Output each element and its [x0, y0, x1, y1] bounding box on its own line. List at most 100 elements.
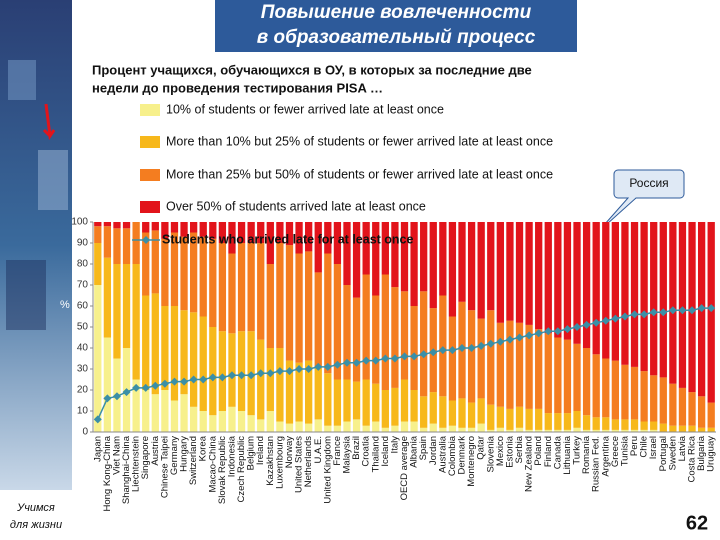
x-tick-label: Latvia	[677, 435, 688, 461]
line-marker	[678, 306, 687, 315]
bar-segment	[372, 222, 380, 296]
bar-segment	[563, 429, 572, 432]
legend-swatch	[140, 136, 160, 148]
x-tick-label: Indonesia	[226, 435, 237, 477]
y-tick-label: 60	[77, 301, 89, 312]
bar-segment	[650, 222, 658, 376]
bar-segment	[94, 222, 102, 227]
x-tick-label: Iceland	[380, 436, 391, 467]
line-marker	[582, 320, 591, 329]
bar-segment	[352, 381, 361, 420]
bar-segment	[535, 222, 543, 330]
bar-segment	[103, 257, 112, 338]
bar-segment	[381, 274, 389, 390]
x-tick-label: Viet Nam	[111, 436, 122, 475]
subtitle: Процент учащихся, обучающихся в ОУ, в ко…	[92, 62, 532, 77]
bar-segment	[467, 310, 476, 403]
line-marker	[688, 306, 697, 315]
bar-segment	[525, 408, 533, 430]
bar-segment	[458, 427, 466, 432]
bar-segment	[659, 423, 667, 432]
legend-label: 10% of students or fewer arrived late at…	[166, 102, 444, 116]
bar-segment	[362, 222, 370, 275]
line-marker	[122, 388, 131, 397]
bar-segment	[697, 396, 706, 428]
bar-segment	[525, 324, 533, 409]
bar-segment	[209, 238, 217, 327]
line-marker	[112, 392, 121, 401]
x-tick-label: Norway	[284, 436, 295, 468]
bar-segment	[515, 222, 524, 323]
bar-segment	[285, 222, 294, 246]
bar-segment	[237, 222, 246, 243]
line-marker	[534, 329, 543, 338]
line-marker	[342, 358, 351, 367]
bar-segment	[582, 348, 591, 416]
x-tick-label: Montenegro	[466, 436, 477, 487]
bar-segment	[333, 425, 342, 432]
bar-segment	[247, 243, 255, 332]
bar-segment	[602, 417, 610, 430]
line-marker	[180, 377, 189, 386]
x-tick-label: Shanghai-China	[121, 435, 132, 504]
bar-segment	[669, 222, 677, 384]
bar-segment	[688, 392, 696, 426]
bar-segment	[592, 417, 600, 430]
bar-segment	[151, 293, 159, 395]
bar-segment	[352, 222, 361, 298]
y-tick-label: 70	[77, 280, 89, 291]
bar-segment	[352, 297, 361, 382]
x-tick-label: Colombia	[447, 435, 458, 476]
bar-segment	[257, 243, 265, 340]
bar-segment	[640, 371, 648, 422]
bar-segment	[535, 329, 543, 409]
bar-segment	[189, 406, 198, 432]
bar-segment	[218, 243, 227, 332]
bar-segment	[525, 222, 533, 325]
bar-segment	[372, 421, 380, 432]
bar-segment	[295, 222, 303, 254]
legend-label: Over 50% of students arrived late at lea…	[166, 199, 426, 213]
bar-segment	[410, 390, 418, 422]
line-marker	[486, 339, 495, 348]
bar-segment	[113, 228, 121, 264]
y-tick-label: 50	[77, 322, 89, 333]
bar-segment	[170, 400, 179, 432]
bar-segment	[391, 287, 399, 388]
y-tick-label: 40	[77, 343, 89, 354]
bar-segment	[189, 222, 198, 233]
x-tick-label: Austria	[150, 435, 161, 465]
bar-segment	[621, 429, 629, 432]
bar-segment	[439, 295, 447, 397]
bar-segment	[477, 398, 485, 424]
x-tick-label: Singapore	[140, 436, 151, 479]
bar-segment	[630, 429, 639, 432]
bar-segment	[400, 222, 409, 292]
bar-segment	[199, 411, 207, 432]
bar-segment	[218, 331, 227, 411]
bar-segment	[448, 400, 457, 426]
line-marker	[390, 354, 399, 363]
bar-segment	[305, 360, 313, 424]
y-tick-label: 20	[77, 385, 89, 396]
line-marker	[295, 365, 304, 373]
x-tick-label: Netherlands	[303, 436, 314, 487]
bar-segment	[602, 222, 610, 359]
bar-segment	[391, 425, 399, 432]
bar-segment	[707, 427, 715, 432]
bar-segment	[477, 423, 485, 432]
bar-segment	[563, 339, 572, 414]
bar-segment	[362, 425, 370, 432]
line-marker	[620, 312, 629, 321]
line-marker	[141, 383, 150, 392]
x-tick-label: Romania	[581, 435, 592, 474]
bar-segment	[103, 226, 112, 258]
bar-segment	[439, 222, 447, 296]
bar-segment	[496, 322, 504, 407]
line-marker	[544, 327, 553, 336]
subtitle: недели до проведения тестирования PISA …	[92, 80, 383, 95]
line-marker	[592, 318, 601, 327]
bar-segment	[372, 295, 380, 384]
line-marker	[611, 314, 620, 323]
bar-segment	[285, 360, 294, 424]
